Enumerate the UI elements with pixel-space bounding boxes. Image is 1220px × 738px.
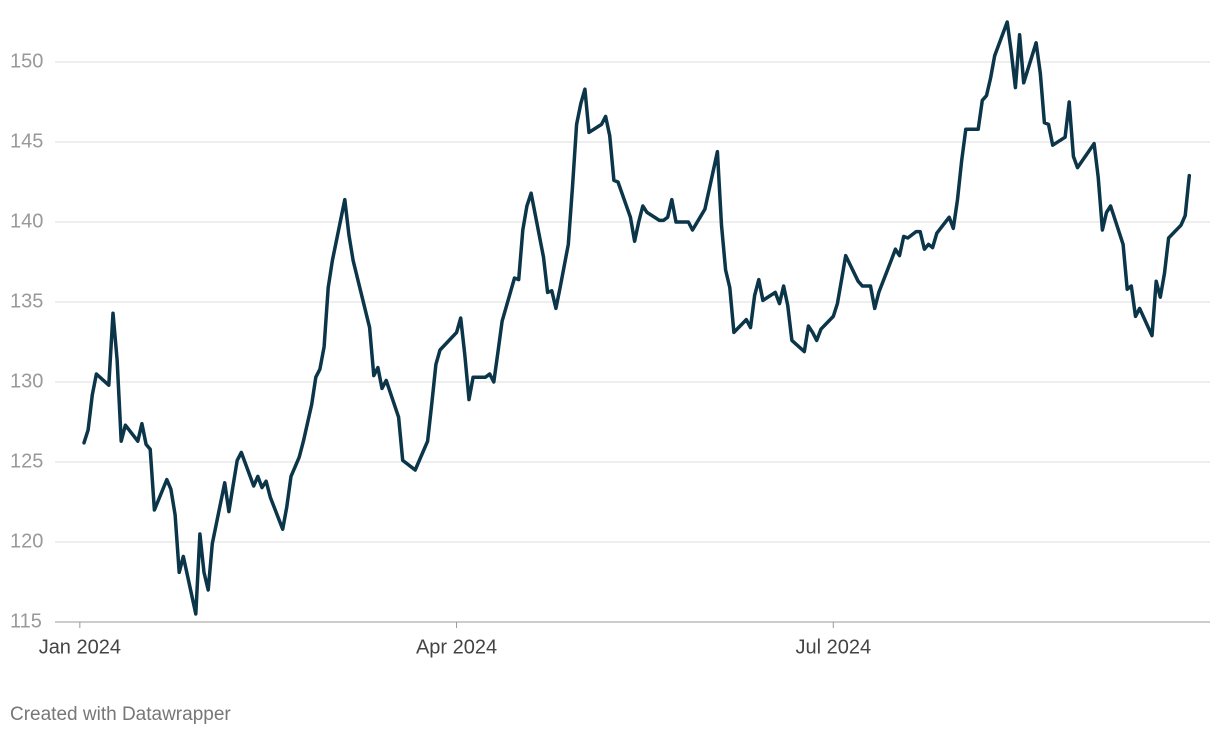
footer: Created with Datawrapper	[10, 704, 231, 725]
y-tick-label: 130	[10, 370, 43, 392]
y-tick-label: 120	[10, 530, 43, 552]
line	[82, 20, 1192, 616]
y-tick-label: 125	[10, 450, 43, 472]
y-tick-label: 135	[10, 290, 43, 312]
x-tick-label: Jul 2024	[795, 636, 871, 658]
y-tick-label: 140	[10, 210, 43, 232]
y-tick-label: 115	[10, 610, 42, 632]
x-tick-label: Apr 2024	[416, 636, 497, 658]
y-tick-label: 145	[10, 130, 43, 152]
y-tick-label: 150	[10, 50, 43, 72]
x-tick-label: Jan 2024	[39, 636, 121, 658]
